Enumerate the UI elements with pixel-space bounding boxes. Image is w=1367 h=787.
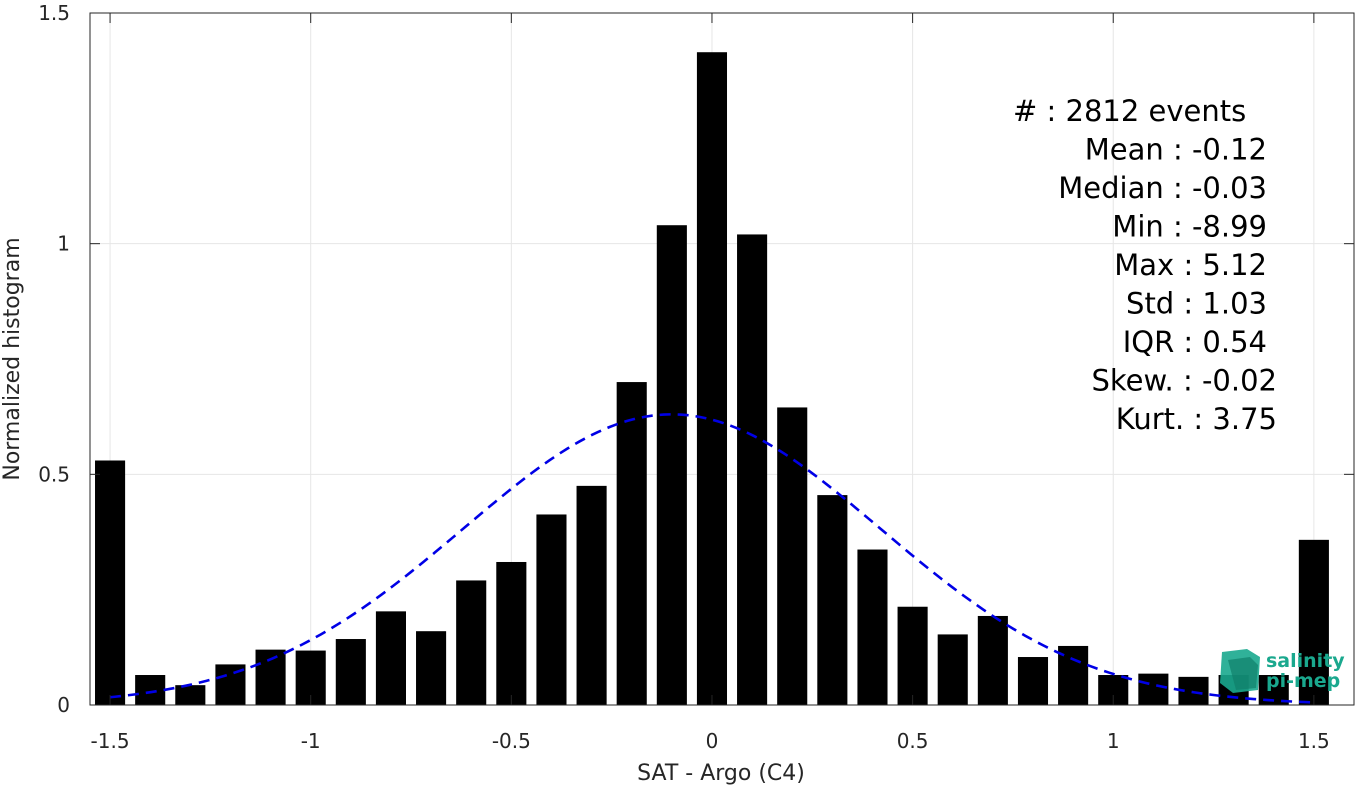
x-tick-label-2: -0.5 [492, 729, 531, 753]
salinity-pimep-logo: salinity pi-mep [1220, 649, 1345, 693]
bar-19 [857, 549, 888, 705]
y-axis-label: Normalized histogram [0, 237, 25, 480]
gaussian-fit-curve [109, 413, 1314, 704]
stat-line-3: Min : -8.99 [1112, 210, 1267, 244]
bar-7 [375, 611, 406, 705]
plot-frame [89, 12, 1355, 706]
bar-13 [616, 382, 647, 705]
bar-26 [1138, 673, 1169, 705]
y-tick-label-0: 0 [57, 693, 70, 717]
stat-line-7: Skew. : -0.02 [1091, 364, 1277, 398]
statistics-box: # : 2812 events Mean : -0.12 Median : -0.0… [1013, 94, 1277, 436]
bar-8 [416, 631, 447, 705]
x-axis-label: SAT - Argo (C4) [637, 761, 805, 786]
x-tick-label-5: 1 [1107, 729, 1120, 753]
bar-2 [175, 685, 206, 705]
axis-ticks [90, 12, 1354, 706]
bar-15 [696, 52, 728, 706]
x-tick-label-0: -1.5 [91, 729, 130, 753]
bar-20 [897, 606, 928, 705]
stat-line-2: Median : -0.03 [1058, 171, 1267, 205]
x-tick-label-6: 1.5 [1298, 729, 1330, 753]
bar-0 [95, 460, 126, 705]
bar-16 [737, 234, 768, 705]
stat-line-8: Kurt. : 3.75 [1116, 402, 1277, 436]
bar-1 [135, 675, 166, 705]
bar-12 [576, 485, 607, 705]
x-tick-labels: -1.5 -1 -0.5 0 0.5 1 1.5 [91, 729, 1330, 753]
bar-22 [977, 615, 1008, 705]
bar-18 [817, 495, 848, 705]
stat-line-6: IQR : 0.54 [1123, 325, 1267, 359]
bar-10 [496, 561, 527, 705]
logo-mark-icon-shadow [1228, 657, 1258, 690]
bar-14 [656, 225, 687, 706]
y-tick-label-2: 1 [57, 232, 70, 256]
bar-23 [1017, 657, 1049, 705]
bar-21 [937, 634, 968, 705]
x-tick-label-1: -1 [301, 729, 321, 753]
x-tick-label-3: 0 [706, 729, 719, 753]
bar-9 [456, 580, 487, 705]
bar-6 [335, 639, 366, 705]
stat-line-1: Mean : -0.12 [1085, 133, 1267, 167]
stat-line-0: # : 2812 events [1013, 94, 1246, 128]
logo-line1: salinity [1266, 650, 1345, 672]
bar-11 [536, 514, 567, 705]
y-tick-labels: 0 0.5 1 1.5 [38, 1, 70, 717]
bar-30 [1298, 539, 1329, 705]
stat-line-5: Std : 1.03 [1126, 287, 1267, 321]
bar-17 [777, 407, 808, 705]
y-tick-label-1: 0.5 [38, 462, 70, 486]
stat-line-4: Max : 5.12 [1114, 248, 1267, 282]
x-tick-label-4: 0.5 [897, 729, 929, 753]
logo-line2: pi-mep [1266, 670, 1340, 692]
y-tick-label-3: 1.5 [38, 1, 70, 25]
